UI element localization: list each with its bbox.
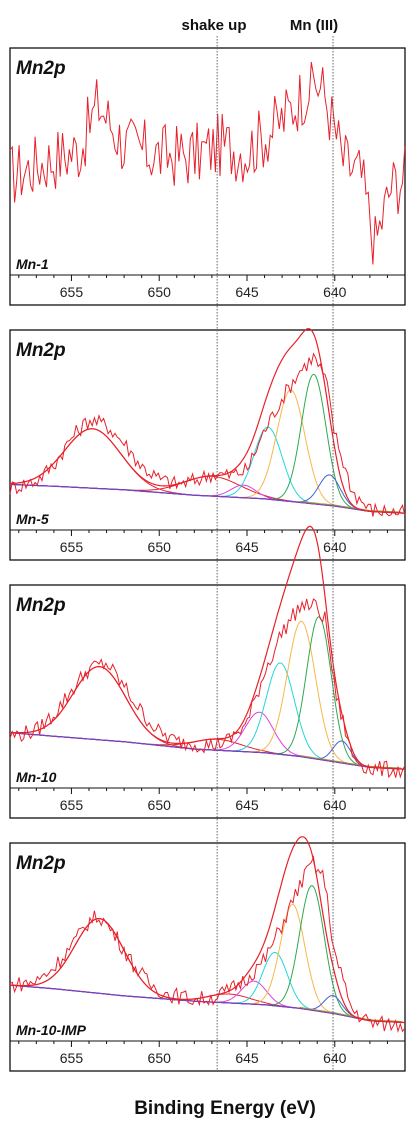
component-peak <box>10 666 405 770</box>
background-overlay <box>299 1006 402 1022</box>
mn3-label: Mn (III) <box>290 17 338 34</box>
panel-frame <box>9 47 406 306</box>
sample-label: Mn-5 <box>16 511 49 527</box>
panel-title: Mn2p <box>16 340 66 361</box>
component-peak <box>9 662 405 770</box>
x-axis-label: Binding Energy (eV) <box>134 1098 316 1119</box>
x-tick-label: 645 <box>235 539 259 555</box>
x-tick-label: 650 <box>148 539 172 555</box>
background-overlay <box>299 501 402 513</box>
sample-label: Mn-1 <box>16 256 49 272</box>
raw-spectrum <box>9 855 406 1034</box>
panel-1: Mn2p Mn-1 655 650 645 640 <box>9 47 406 306</box>
shake-up-label: shake up <box>181 17 246 34</box>
x-tick-label: 640 <box>323 797 347 813</box>
x-tick-label: 650 <box>148 797 172 813</box>
component-peak <box>9 952 405 1023</box>
background-line <box>9 483 404 514</box>
x-tick-label: 640 <box>323 539 347 555</box>
x-tick-label: 645 <box>235 284 259 300</box>
panel-title: Mn2p <box>16 595 66 616</box>
raw-spectrum <box>9 598 406 779</box>
panel-frame <box>9 584 406 819</box>
x-tick-label: 655 <box>60 797 84 813</box>
component-peak <box>9 616 405 770</box>
sample-label: Mn-10-IMP <box>16 1022 87 1038</box>
panels: Mn2p Mn-1 655 650 645 640 Mn2p Mn-5 655 650 645 640… <box>9 47 406 1072</box>
panel-title: Mn2p <box>16 853 66 874</box>
x-tick-label: 655 <box>60 539 84 555</box>
panel-4: Mn2p Mn-10-IMP 655 650 645 640 <box>9 836 406 1072</box>
panel-frame <box>9 842 406 1072</box>
panel-2: Mn2p Mn-5 655 650 645 640 <box>9 328 406 561</box>
x-tick-label: 655 <box>60 284 84 300</box>
panel-frame <box>9 329 406 561</box>
x-tick-label: 645 <box>235 1050 259 1066</box>
x-tick-label: 650 <box>148 284 172 300</box>
reference-lines <box>216 36 334 1071</box>
x-tick-label: 655 <box>60 1050 84 1066</box>
component-peak <box>9 483 405 514</box>
background-overlay <box>299 755 402 769</box>
x-tick-label: 640 <box>323 1050 347 1066</box>
x-tick-label: 645 <box>235 797 259 813</box>
panel-title: Mn2p <box>16 58 66 79</box>
raw-spectrum <box>9 352 406 517</box>
raw-spectrum <box>9 61 406 265</box>
background-line <box>9 731 404 770</box>
sample-label: Mn-10 <box>16 769 57 785</box>
x-tick-label: 640 <box>323 284 347 300</box>
x-tick-label: 650 <box>148 1050 172 1066</box>
component-peak <box>9 389 405 514</box>
component-peak <box>9 426 405 514</box>
component-peak <box>9 711 405 770</box>
component-peak <box>9 428 405 514</box>
fit-envelope <box>9 836 405 1024</box>
fit-envelope <box>9 328 405 514</box>
